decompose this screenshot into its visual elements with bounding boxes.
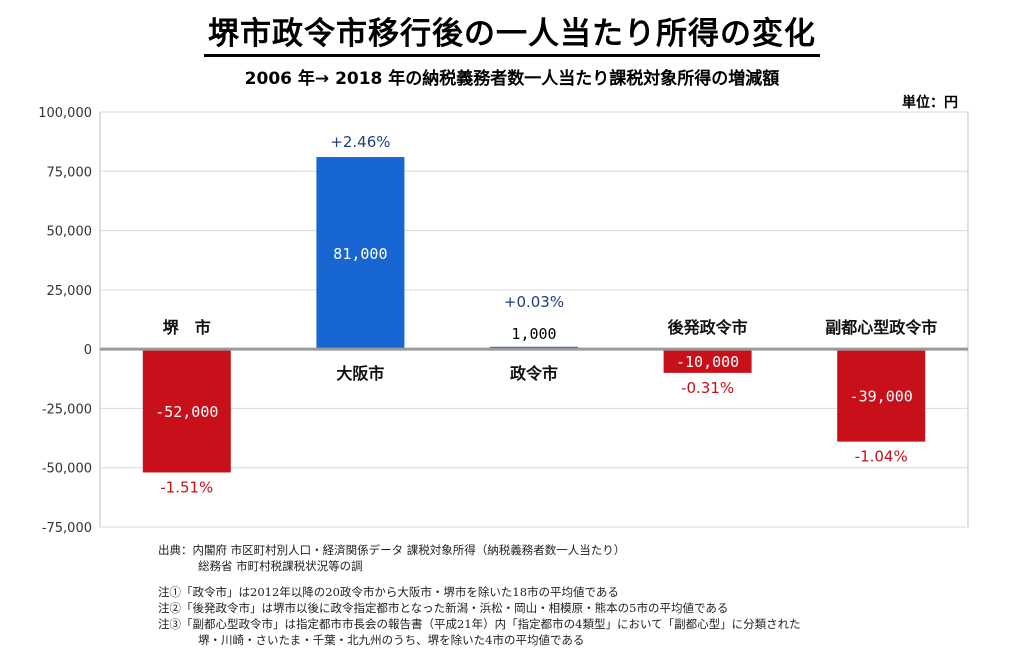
bar-value-label: 1,000 bbox=[511, 325, 556, 343]
note-2: 注②「後発政令市」は堺市以後に政令指定都市となった新潟・浜松・岡山・相模原・熊本… bbox=[158, 601, 729, 615]
bar bbox=[663, 349, 752, 373]
bar bbox=[837, 349, 926, 442]
category-label: 副都心型政令市 bbox=[825, 318, 937, 337]
bar-chart: 100,000 75,000 50,000 25,000 0 -25,000 -50,000… bbox=[38, 106, 969, 536]
note-3-continued: 堺・川崎・さいたま・千葉・北九州のうち、堺を除いた4市の平均値である bbox=[198, 633, 585, 647]
y-tick-label: 75,000 bbox=[47, 165, 93, 180]
y-tick-label: 50,000 bbox=[47, 225, 93, 240]
chart-title: 堺市政令市移行後の一人当たり所得の変化 bbox=[0, 8, 1024, 57]
bar-percent-label: +2.46% bbox=[330, 133, 390, 151]
source-line-2: 総務省 市町村税課税状況等の調 bbox=[198, 559, 363, 573]
bar-percent-label: -1.04% bbox=[855, 448, 908, 466]
bar-value-label: -39,000 bbox=[850, 387, 913, 405]
unit-label: 単位：円 bbox=[902, 95, 958, 111]
source-line-1: 出典：内閣府 市区町村別人口・経済関係データ 課税対象所得（納税義務者数一人当た… bbox=[158, 543, 626, 557]
bar-percent-label: -0.31% bbox=[681, 379, 734, 397]
note-3: 注③「副都心型政令市」は指定都市市長会の報告書（平成21年）内「指定都市の4類型… bbox=[158, 617, 801, 631]
bar-value-label: 81,000 bbox=[333, 245, 387, 263]
footnotes: 出典：内閣府 市区町村別人口・経済関係データ 課税対象所得（納税義務者数一人当た… bbox=[158, 542, 801, 648]
category-label: 堺 市 bbox=[163, 318, 211, 337]
y-tick-label: -25,000 bbox=[42, 402, 92, 417]
bar bbox=[142, 349, 231, 473]
bar-percent-label: +0.03% bbox=[504, 293, 564, 311]
category-label: 政令市 bbox=[510, 364, 558, 383]
bar-value-label: -10,000 bbox=[676, 353, 739, 371]
category-label: 大阪市 bbox=[336, 364, 384, 383]
note-1: 注①「政令市」は2012年以降の20政令市から大阪市・堺市を除いた18市の平均値… bbox=[158, 585, 619, 599]
y-tick-label: 100,000 bbox=[38, 106, 92, 121]
y-tick-label: 25,000 bbox=[47, 284, 93, 299]
bar bbox=[316, 157, 405, 350]
category-label: 後発政令市 bbox=[668, 318, 748, 337]
bar-value-label: -52,000 bbox=[155, 403, 218, 421]
y-tick-label: -75,000 bbox=[42, 521, 92, 536]
chart-subtitle: 2006 年→ 2018 年の納税義務者数一人当たり課税対象所得の増減額 bbox=[244, 69, 780, 89]
bar-percent-label: -1.51% bbox=[160, 478, 213, 496]
y-tick-label: 0 bbox=[84, 343, 92, 358]
y-tick-label: -50,000 bbox=[42, 462, 92, 477]
